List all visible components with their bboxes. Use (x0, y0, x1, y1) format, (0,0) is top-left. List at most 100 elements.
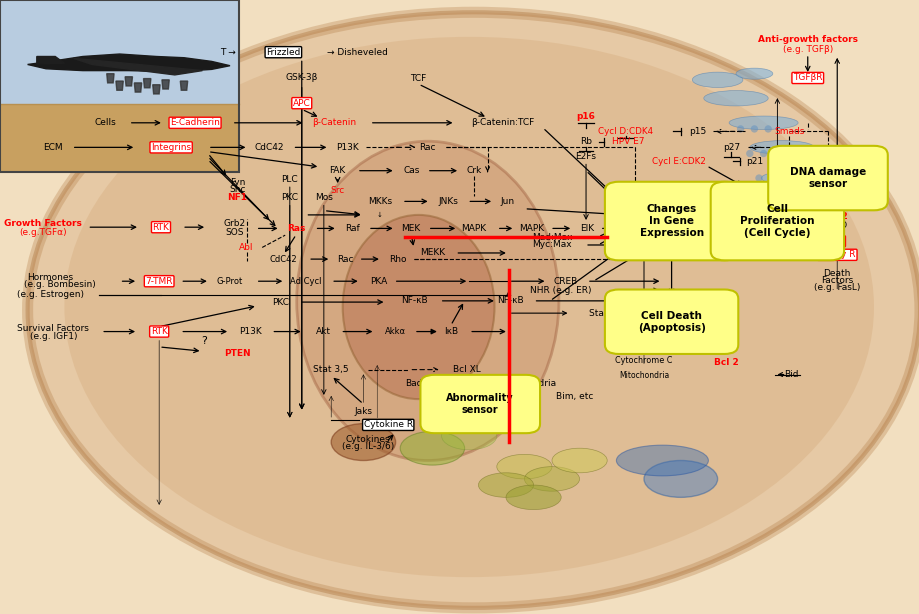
Text: p21: p21 (745, 157, 762, 166)
Ellipse shape (759, 150, 766, 157)
Text: RTK: RTK (151, 327, 167, 336)
Ellipse shape (28, 12, 919, 608)
Ellipse shape (643, 460, 717, 497)
Ellipse shape (551, 448, 607, 473)
Text: Jun: Jun (500, 197, 515, 206)
Ellipse shape (773, 223, 780, 231)
Text: MAPK: MAPK (460, 224, 486, 233)
Ellipse shape (64, 37, 873, 577)
Text: (e.g. IL-3/6): (e.g. IL-3/6) (342, 443, 393, 451)
Polygon shape (74, 58, 202, 75)
Polygon shape (125, 77, 132, 86)
Text: P13K: P13K (239, 327, 261, 336)
Text: Rho: Rho (388, 255, 406, 263)
Text: Abl: Abl (239, 243, 254, 252)
Text: MDM2: MDM2 (699, 208, 727, 216)
Text: Shc: Shc (229, 185, 245, 193)
Polygon shape (180, 81, 187, 90)
Text: Cell
Proliferation
(Cell Cycle): Cell Proliferation (Cell Cycle) (740, 204, 813, 238)
Ellipse shape (729, 116, 798, 130)
Text: p15: p15 (688, 127, 705, 136)
Text: MEK: MEK (402, 224, 420, 233)
Ellipse shape (703, 91, 767, 106)
Ellipse shape (297, 141, 558, 460)
Text: E-Cadherin: E-Cadherin (170, 119, 220, 127)
Text: Fas: Fas (829, 237, 844, 246)
Ellipse shape (791, 199, 799, 206)
Text: β-Catenin: β-Catenin (312, 119, 356, 127)
Ellipse shape (749, 141, 813, 154)
Ellipse shape (736, 125, 743, 133)
Text: TGFβR: TGFβR (792, 74, 822, 82)
Text: Akt: Akt (316, 327, 331, 336)
Text: Grb2: Grb2 (223, 219, 245, 228)
Text: Mitochondria: Mitochondria (618, 371, 668, 380)
Text: Mad:Max: Mad:Max (531, 233, 572, 241)
Polygon shape (143, 79, 151, 88)
Text: TCF: TCF (410, 74, 426, 83)
Text: 7-TMR: 7-TMR (145, 277, 173, 286)
Ellipse shape (343, 215, 494, 399)
Text: Cytochrome C: Cytochrome C (615, 356, 672, 365)
Polygon shape (0, 104, 239, 172)
Text: Rac: Rac (419, 143, 436, 152)
Text: GSK-3β: GSK-3β (285, 74, 318, 82)
Text: P13K: P13K (336, 143, 358, 152)
Polygon shape (0, 0, 239, 172)
Polygon shape (28, 54, 230, 72)
Text: β-Catenin:TCF: β-Catenin:TCF (471, 119, 534, 127)
Text: G-Prot: G-Prot (217, 277, 243, 286)
Text: (e.g. IGF1): (e.g. IGF1) (29, 332, 77, 341)
Text: Cycl E:CDK2: Cycl E:CDK2 (652, 157, 705, 166)
FancyBboxPatch shape (420, 375, 539, 433)
Ellipse shape (692, 72, 743, 87)
Text: FAK: FAK (329, 166, 346, 175)
Text: PKC: PKC (281, 193, 298, 202)
Text: CdC42: CdC42 (269, 255, 297, 263)
Text: Integrins: Integrins (151, 143, 191, 152)
Ellipse shape (782, 174, 789, 182)
Text: CREB: CREB (553, 277, 577, 286)
Text: Stat 3,5: Stat 3,5 (589, 309, 624, 317)
Polygon shape (162, 80, 169, 89)
Ellipse shape (779, 222, 829, 233)
Text: CdC42: CdC42 (255, 143, 284, 152)
Text: Ras: Ras (287, 224, 305, 233)
Ellipse shape (764, 199, 771, 206)
Text: Mos: Mos (314, 193, 333, 202)
Text: MKKs: MKKs (368, 197, 391, 206)
Text: Bax: Bax (825, 201, 844, 209)
Ellipse shape (754, 174, 762, 182)
Text: JNKs: JNKs (437, 197, 458, 206)
Text: Mitochondria: Mitochondria (496, 379, 555, 388)
Text: (e.g. Bombesin): (e.g. Bombesin) (24, 281, 96, 289)
Ellipse shape (750, 125, 757, 133)
Text: PKA: PKA (370, 277, 387, 286)
Text: NF-κB: NF-κB (401, 297, 426, 305)
Text: p16: p16 (576, 112, 595, 121)
Text: Frizzled: Frizzled (266, 48, 301, 56)
Ellipse shape (441, 422, 496, 449)
Text: Bad: Bad (405, 379, 422, 388)
Text: DNA damage
sensor: DNA damage sensor (789, 167, 865, 189)
Text: Smads: Smads (773, 127, 804, 136)
Text: Growth Factors: Growth Factors (5, 219, 82, 228)
Ellipse shape (761, 171, 821, 185)
Text: Ad Cycl: Ad Cycl (289, 277, 321, 286)
Text: Abnormality
sensor: Abnormality sensor (446, 393, 514, 415)
Text: Akkα: Akkα (385, 327, 405, 336)
Text: Fos: Fos (621, 224, 638, 233)
Polygon shape (107, 74, 114, 83)
Text: ?: ? (201, 336, 207, 346)
Text: E2Fs: E2Fs (575, 152, 596, 161)
Text: Bim, etc: Bim, etc (556, 392, 593, 400)
Ellipse shape (505, 485, 561, 510)
Text: Factors: Factors (820, 276, 853, 285)
Text: Hormones: Hormones (28, 273, 74, 282)
Polygon shape (134, 83, 142, 92)
Text: Changes
In Gene
Expression: Changes In Gene Expression (639, 204, 703, 238)
Text: Bcl 2: Bcl 2 (714, 358, 738, 367)
Polygon shape (153, 85, 160, 94)
Text: PTEN: PTEN (224, 349, 250, 357)
Text: Stat 3,5: Stat 3,5 (637, 217, 672, 225)
